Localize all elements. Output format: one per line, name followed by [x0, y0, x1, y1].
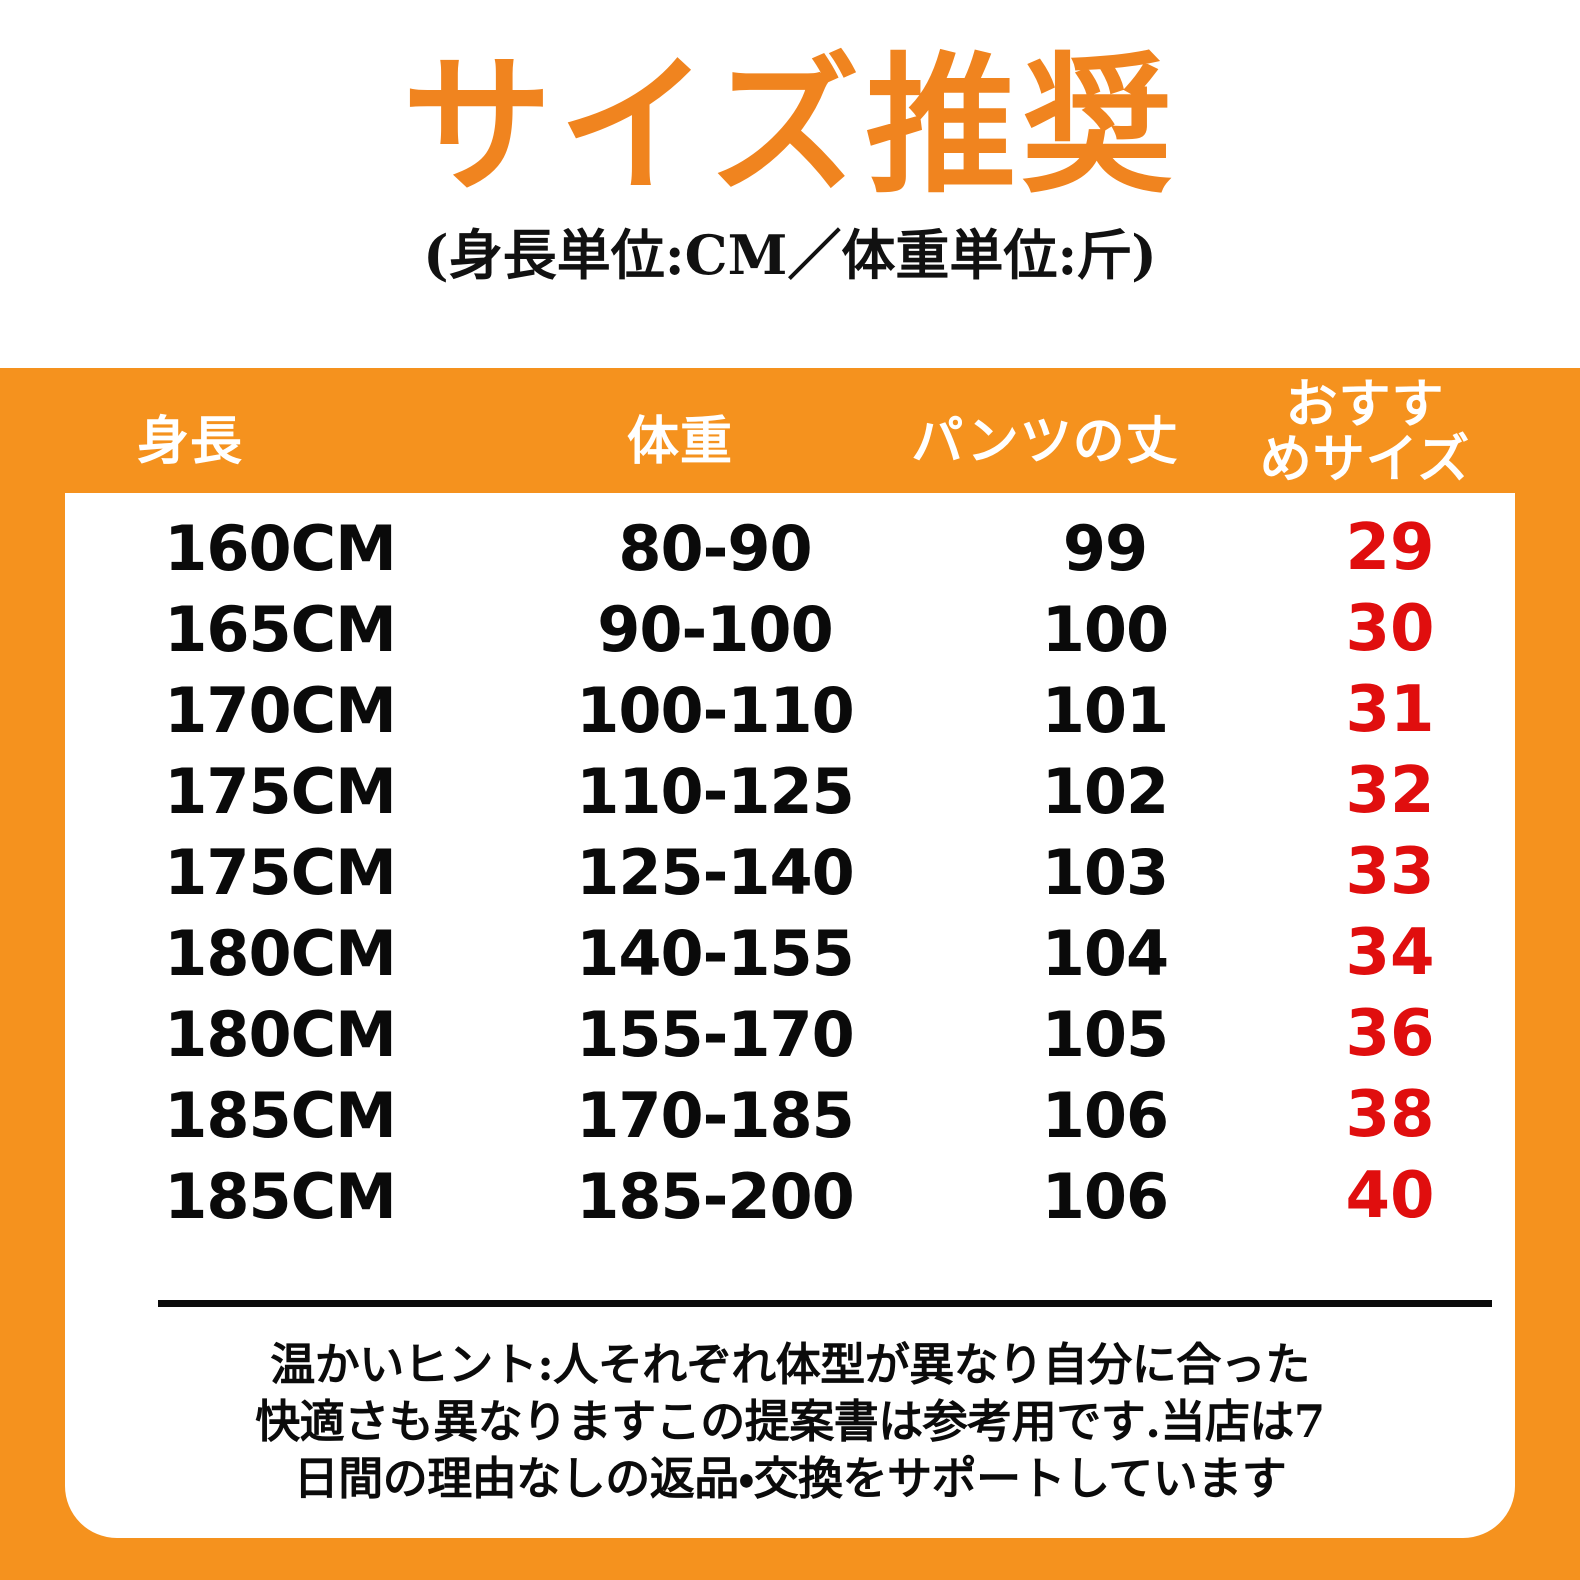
- table-row: 165CM 90-100 100 30: [65, 589, 1515, 670]
- column-header-recommended-size: おすす めサイズ: [1250, 378, 1480, 487]
- cell-height: 160CM: [164, 512, 397, 585]
- cell-weight: 155-170: [576, 998, 855, 1071]
- cell-weight: 170-185: [576, 1079, 855, 1152]
- cell-pants-length: 99: [1062, 512, 1148, 585]
- table-row: 180CM 140-155 104 34: [65, 913, 1515, 994]
- cell-height: 175CM: [164, 755, 397, 828]
- footer-note-line2: 快適さも異なりますこの提案書は参考用です.当店は7: [255, 1395, 1325, 1448]
- cell-pants-length: 103: [1041, 836, 1169, 909]
- cell-recommended-size: 31: [1345, 673, 1435, 747]
- cell-pants-length: 104: [1041, 917, 1169, 990]
- cell-weight: 140-155: [576, 917, 855, 990]
- table-row: 185CM 185-200 106 40: [65, 1156, 1515, 1237]
- table-inner-panel: [65, 493, 1515, 1538]
- cell-weight: 185-200: [576, 1160, 855, 1233]
- cell-recommended-size: 38: [1345, 1078, 1435, 1152]
- cell-recommended-size: 29: [1345, 511, 1435, 585]
- table-row: 175CM 110-125 102 32: [65, 751, 1515, 832]
- cell-pants-length: 106: [1041, 1160, 1169, 1233]
- cell-height: 170CM: [164, 674, 397, 747]
- cell-height: 185CM: [164, 1160, 397, 1233]
- cell-height: 180CM: [164, 998, 397, 1071]
- footer-note-line3: 日間の理由なしの返品・交換をサポートしています: [293, 1452, 1287, 1505]
- column-header-recommended-size-line1: おすす: [1285, 375, 1445, 435]
- column-header-pants-length: パンツの丈: [911, 412, 1179, 472]
- cell-weight: 110-125: [576, 755, 855, 828]
- cell-recommended-size: 36: [1345, 997, 1435, 1071]
- table-header-row: 身長 体重 パンツの丈 おすす めサイズ: [0, 368, 1580, 494]
- cell-pants-length: 102: [1041, 755, 1169, 828]
- cell-weight: 80-90: [618, 512, 812, 585]
- cell-weight: 90-100: [597, 593, 833, 666]
- cell-pants-length: 100: [1041, 593, 1169, 666]
- table-row: 175CM 125-140 103 33: [65, 832, 1515, 913]
- footer-note-line1: 温かいヒント:人それぞれ体型が異なり自分に合った: [270, 1338, 1310, 1391]
- table-row: 185CM 170-185 106 38: [65, 1075, 1515, 1156]
- cell-pants-length: 101: [1041, 674, 1169, 747]
- cell-recommended-size: 34: [1345, 916, 1435, 990]
- cell-weight: 125-140: [576, 836, 855, 909]
- table-row: 170CM 100-110 101 31: [65, 670, 1515, 751]
- cell-recommended-size: 32: [1345, 754, 1435, 828]
- table-row: 160CM 80-90 99 29: [65, 508, 1515, 589]
- cell-weight: 100-110: [576, 674, 855, 747]
- table-body: 160CM 80-90 99 29 165CM 90-100 100 30 17…: [65, 493, 1515, 1238]
- column-header-weight: 体重: [626, 412, 733, 472]
- cell-recommended-size: 40: [1345, 1159, 1435, 1233]
- cell-recommended-size: 33: [1345, 835, 1435, 909]
- cell-height: 175CM: [164, 836, 397, 909]
- footer-note: 温かいヒント:人それぞれ体型が異なり自分に合った 快適さも異なりますこの提案書は…: [190, 1336, 1390, 1507]
- page-title: サイズ推奨: [402, 40, 1178, 214]
- page-subtitle: (身長単位:CM／体重単位:斤): [423, 223, 1157, 287]
- cell-height: 165CM: [164, 593, 397, 666]
- cell-recommended-size: 30: [1345, 592, 1435, 666]
- title-area: サイズ推奨 (身長単位:CM／体重単位:斤): [0, 0, 1580, 368]
- cell-height: 180CM: [164, 917, 397, 990]
- cell-height: 185CM: [164, 1079, 397, 1152]
- table-row: 180CM 155-170 105 36: [65, 994, 1515, 1075]
- footer-divider: [158, 1300, 1492, 1307]
- cell-pants-length: 105: [1041, 998, 1169, 1071]
- column-header-recommended-size-line2: めサイズ: [1259, 429, 1471, 490]
- cell-pants-length: 106: [1041, 1079, 1169, 1152]
- column-header-height: 身長: [136, 412, 243, 472]
